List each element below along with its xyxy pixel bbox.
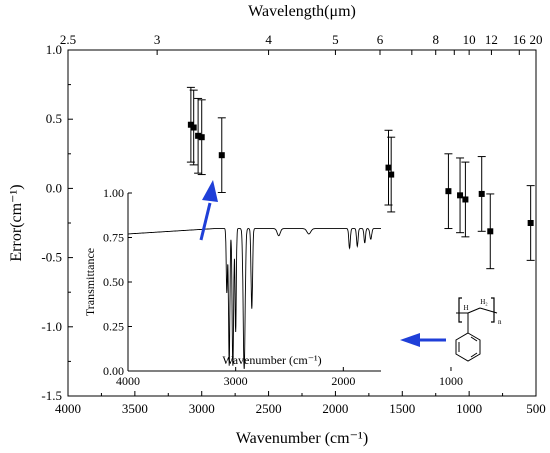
top-tick-label: 20 [530,32,543,47]
data-point [486,193,495,270]
main-data-points [186,86,535,270]
inset-x-tick-label: 1000 [439,374,463,388]
data-marker [478,190,485,197]
top-tick-label: 2.5 [60,32,76,47]
polystyrene-structure: H H₂ n [455,297,502,362]
data-point [461,161,470,238]
left-bracket [458,297,462,323]
bond-middle [467,307,481,314]
top-tick-label: 4 [265,32,272,47]
data-point [194,97,203,174]
inset-y-tick-label: 0.25 [103,320,124,334]
inset-y-tick-label: 0.50 [103,275,124,289]
data-marker [385,164,392,171]
top-tick-label: 3 [154,32,161,47]
data-point [387,136,396,213]
y-tick-label: -1.0 [41,319,62,334]
y-tick-label: 0.5 [46,111,62,126]
inset-x-tick-label: 4000 [116,374,140,388]
data-marker [190,124,197,131]
arrow-to-ch-stretch-points [199,180,218,241]
top-axis-title: Wavelength(μm) [248,3,356,20]
x-axis-title: Wavenumber (cm⁻¹) [236,430,368,447]
data-point [477,156,486,232]
x-tick-label: 1500 [389,401,415,416]
x-tick-label: 3500 [122,401,148,416]
right-bracket [491,297,495,323]
top-tick-label: 10 [463,32,476,47]
top-tick-label: 6 [377,32,384,47]
data-point [456,157,465,234]
data-marker [457,192,464,199]
data-point [526,185,535,261]
main-axis-ticks: 4000 3500 3000 2500 2000 1500 1000 500 1.0 0.5 0.0… [41,32,545,416]
arrow-shaft-up [199,202,212,241]
data-marker [462,196,469,203]
x-tick-label: 2000 [322,401,348,416]
inset-spectrum: 4000 3000 2000 1000 0.00 0.25 0.50 0.75 1.00 Tra… [83,186,463,388]
data-marker [445,188,452,195]
y-tick-label: -1.5 [41,388,62,403]
inset-x-tick-label: 2000 [331,374,355,388]
data-point [197,99,206,176]
x-tick-label: 500 [526,401,546,416]
ring-double-bond-2 [470,352,478,358]
x-tick-label: 2500 [256,401,282,416]
inset-axis-ticks: 4000 3000 2000 1000 0.00 0.25 0.50 0.75 1.00 [103,186,463,388]
inset-x-axis-title: Wavenumber (cm⁻¹) [222,353,321,367]
arrow-head-left-icon [400,333,420,347]
y-tick-label: -0.5 [41,250,62,265]
repeat-n-label: n [498,318,502,326]
y-axis-title: Error(cm⁻¹) [8,184,25,261]
top-tick-label: 5 [332,32,339,47]
data-marker [527,220,534,226]
inset-y-tick-label: 0.00 [103,364,124,378]
inset-background [128,193,381,371]
data-marker [195,132,202,139]
top-tick-label: 8 [432,32,439,47]
data-point [444,153,453,230]
ring-double-bond-1 [470,336,478,342]
arrow-head-up-icon [202,180,218,202]
bond-right [479,307,498,314]
inset-x-tick-label: 3000 [224,374,248,388]
data-marker [487,228,494,235]
data-marker [218,152,225,159]
data-marker [388,171,395,178]
y-tick-label: 1.0 [46,42,62,57]
h2-label: H₂ [480,298,488,306]
x-tick-label: 1000 [456,401,482,416]
benzene-ring [455,332,481,362]
arrow-to-inset [400,333,446,347]
inset-y-axis-title: Transmittance [83,248,97,316]
data-point [217,117,226,194]
ir-spectrum-line [128,228,381,369]
x-tick-label: 3000 [189,401,215,416]
hydrogen-label: H [463,304,468,312]
top-tick-label: 12 [485,32,498,47]
top-tick-label: 16 [513,32,527,47]
inset-y-tick-label: 0.75 [103,231,124,245]
y-tick-label: 0.0 [46,180,62,195]
data-point [189,89,198,166]
inset-y-tick-label: 1.00 [103,186,124,200]
data-marker [198,134,205,141]
x-tick-label: 4000 [55,401,81,416]
